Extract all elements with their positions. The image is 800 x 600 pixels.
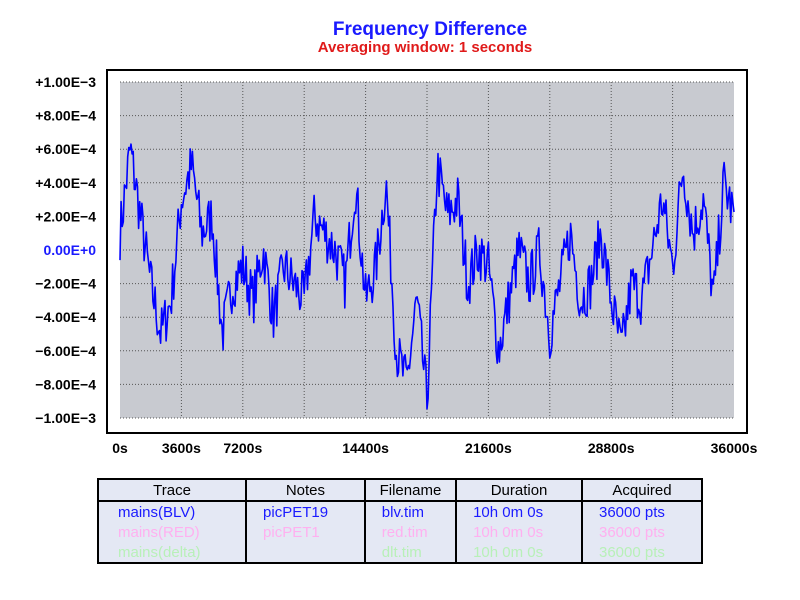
y-tick-label: +6.00E−4 (35, 141, 96, 157)
legend-notes: picPET1 (245, 522, 366, 542)
legend-row: mains(RED) picPET1 red.tim 10h 0m 0s 360… (96, 522, 703, 542)
y-tick-label: +4.00E−4 (35, 175, 96, 191)
legend-trace: mains(BLV) (96, 501, 248, 522)
x-tick-label: 36000s (711, 440, 758, 456)
legend-row: mains(BLV) picPET19 blv.tim 10h 0m 0s 36… (96, 501, 703, 522)
x-tick-label: 14400s (342, 440, 389, 456)
x-tick-label: 0s (112, 440, 128, 456)
legend-filename: blv.tim (363, 501, 458, 522)
y-axis-ticks: +1.00E−3 +8.00E−4 +6.00E−4 +4.00E−4 +2.00E−4… (35, 74, 96, 426)
x-tick-label: 21600s (465, 440, 512, 456)
chart-subtitle: Averaging window: 1 seconds (317, 39, 533, 56)
x-axis-ticks: 0s 3600s 7200s 14400s 21600s 28800s 36000s (112, 440, 757, 456)
legend-header-trace: Trace (96, 478, 248, 502)
legend-table: Trace Notes Filename Duration Acquired m… (96, 478, 703, 564)
frequency-difference-chart: +1.00E−3 +8.00E−4 +6.00E−4 +4.00E−4 +2.00E−4… (35, 69, 758, 456)
grid-lines (120, 81, 734, 419)
y-tick-label: −2.00E−4 (35, 276, 96, 292)
legend-acquired: 36000 pts (581, 542, 703, 563)
legend-header-duration: Duration (455, 478, 583, 502)
y-tick-label: +8.00E−4 (35, 108, 96, 124)
legend-acquired: 36000 pts (581, 522, 703, 542)
legend-row: mains(delta) dlt.tim 10h 0m 0s 36000 pts (96, 542, 703, 563)
y-tick-label: +2.00E−4 (35, 208, 96, 224)
legend-notes: picPET19 (245, 501, 366, 522)
legend-duration: 10h 0m 0s (455, 522, 583, 542)
legend-acquired: 36000 pts (581, 501, 703, 522)
y-tick-label: −4.00E−4 (35, 309, 96, 325)
y-tick-label: −1.00E−3 (35, 410, 96, 426)
legend-header-acquired: Acquired (581, 478, 703, 502)
x-tick-label: 7200s (223, 440, 262, 456)
x-tick-label: 28800s (588, 440, 635, 456)
y-tick-label: 0.00E+0 (43, 242, 96, 258)
legend-duration: 10h 0m 0s (455, 542, 583, 563)
legend-trace: mains(delta) (96, 542, 248, 563)
x-tick-label: 3600s (162, 440, 201, 456)
legend-notes (245, 542, 366, 563)
y-tick-label: −8.00E−4 (35, 376, 96, 392)
legend-filename: red.tim (363, 522, 458, 542)
series-line-mains-blv (119, 143, 735, 410)
y-tick-label: −6.00E−4 (35, 343, 96, 359)
legend-header-notes: Notes (245, 478, 366, 502)
y-tick-label: +1.00E−3 (35, 74, 96, 90)
legend-header-row: Trace Notes Filename Duration Acquired (96, 478, 703, 502)
legend-duration: 10h 0m 0s (455, 501, 583, 522)
legend-header-filename: Filename (363, 478, 458, 502)
chart-title: Frequency Difference (332, 19, 528, 40)
legend-filename: dlt.tim (363, 542, 458, 563)
legend-trace: mains(RED) (96, 522, 248, 542)
